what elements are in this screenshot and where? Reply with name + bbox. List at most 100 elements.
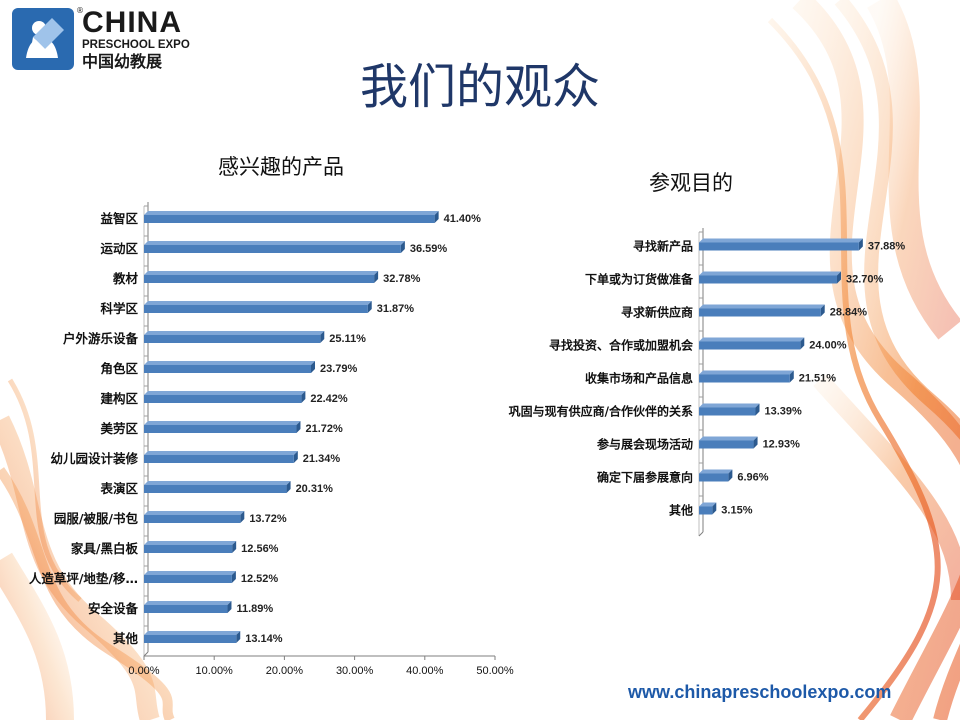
interest-bar-side [434,211,439,223]
interest-bar-top [144,481,291,485]
interest-bar [144,485,287,493]
interest-bar-side [231,571,236,583]
interest-bar-top [144,541,237,545]
website-link[interactable]: www.chinapreschoolexpo.com [628,682,892,702]
interest-category-label: 其他 [113,631,139,646]
interest-bar-side [240,511,245,523]
purpose-data-label: 21.51% [799,373,837,385]
interest-bar-top [144,361,316,365]
interest-bar-top [144,451,298,455]
purpose-bar [699,473,729,482]
purpose-bar-side [789,370,794,383]
interest-bar-side [232,541,237,553]
interest-data-label: 25.11% [329,333,366,345]
page-title: 我们的观众 [359,59,600,115]
interest-data-label: 13.14% [245,633,283,645]
interest-axis-corner [143,651,149,657]
interest-category-label: 家具/黑白板 [71,541,139,556]
purpose-category-label: 寻找新产品 [633,239,693,254]
purpose-data-label: 6.96% [737,472,768,484]
interest-bar-top [144,301,372,305]
purpose-bar-side [755,403,760,416]
interest-bar [144,575,232,583]
interest-bar [144,395,302,403]
expo-logo[interactable]: ® CHINA PRESCHOOL EXPO 中国幼教展 [12,6,202,74]
purpose-bar [699,242,859,251]
purpose-category-label: 确定下届参展意向 [597,470,693,485]
purpose-bar-top [699,370,794,375]
purpose-category-label: 参与展会现场活动 [597,437,693,452]
interest-category-label: 表演区 [99,481,138,496]
interest-bar-side [227,601,232,613]
purpose-data-label: 37.88% [868,241,906,253]
interest-bar-side [236,631,241,643]
interest-data-label: 21.72% [305,423,343,435]
purpose-axis-corner [698,531,704,537]
interest-bar-side [296,421,301,433]
interest-bar-top [144,421,301,425]
purpose-bar [699,374,790,383]
purpose-data-label: 32.70% [846,274,884,286]
interest-bar-side [400,241,405,253]
logo-text-en: CHINA [82,6,182,39]
interest-category-label: 建构区 [100,391,138,406]
interest-x-tick-label: 30.00% [336,665,374,677]
purpose-bar-top [699,337,805,342]
interest-category-label: 教材 [112,271,139,286]
purpose-bar [699,275,837,284]
interest-category-label: 园服/被服/书包 [54,511,139,526]
interest-bar [144,335,321,343]
interest-bar-side [286,481,291,493]
interest-category-label: 户外游乐设备 [63,331,139,346]
purpose-bar-side [753,436,758,449]
purpose-bar [699,506,713,515]
interest-bar-top [144,391,306,395]
interest-category-label: 益智区 [100,211,138,226]
interest-x-tick-label: 50.00% [476,665,514,677]
purpose-category-label: 寻求新供应商 [621,305,693,320]
purpose-bar [699,440,754,449]
interest-bar [144,215,435,223]
purpose-data-label: 24.00% [809,340,847,352]
purpose-bar [699,341,801,350]
purpose-bar-side [820,304,825,317]
logo-text-cn: 中国幼教展 [82,52,163,71]
interest-bar-side [320,331,325,343]
interest-bar [144,365,312,373]
interest-data-label: 23.79% [320,363,358,375]
interest-bar-top [144,601,232,605]
right-chart-title: 参观目的 [649,171,733,195]
interest-category-label: 幼儿园设计装修 [50,451,138,466]
purpose-bar-top [699,502,717,507]
interest-category-label: 运动区 [100,241,138,256]
interest-x-tick-label: 10.00% [196,665,234,677]
interest-data-label: 20.31% [296,483,334,495]
interest-bar [144,245,401,253]
interest-bar [144,425,297,433]
interest-bar-top [144,511,245,515]
purpose-bar-side [728,469,733,482]
purpose-category-label: 下单或为订货做准备 [585,272,694,287]
interest-bar [144,635,237,643]
registered-mark: ® [76,6,84,15]
interest-data-label: 13.72% [249,513,287,525]
interest-bar-side [367,301,372,313]
purpose-bar-side [712,502,717,515]
interest-bar-side [293,451,298,463]
interest-x-tick-label: 20.00% [266,665,304,677]
interest-x-tick-label: 40.00% [406,665,444,677]
child-pencil-logo-icon [12,8,74,70]
interest-bar-side [311,361,316,373]
purpose-data-label: 28.84% [830,307,868,319]
left-chart-title: 感兴趣的产品 [218,155,344,179]
interest-bar-top [144,271,379,275]
purpose-bar [699,407,756,416]
purpose-bar-top [699,436,758,441]
purpose-bar-side [836,271,841,284]
ribbon-right [767,0,960,720]
purpose-bar [699,308,821,317]
purpose-category-label: 收集市场和产品信息 [585,371,693,386]
interest-data-label: 12.52% [241,573,279,585]
interest-data-label: 11.89% [236,603,273,615]
